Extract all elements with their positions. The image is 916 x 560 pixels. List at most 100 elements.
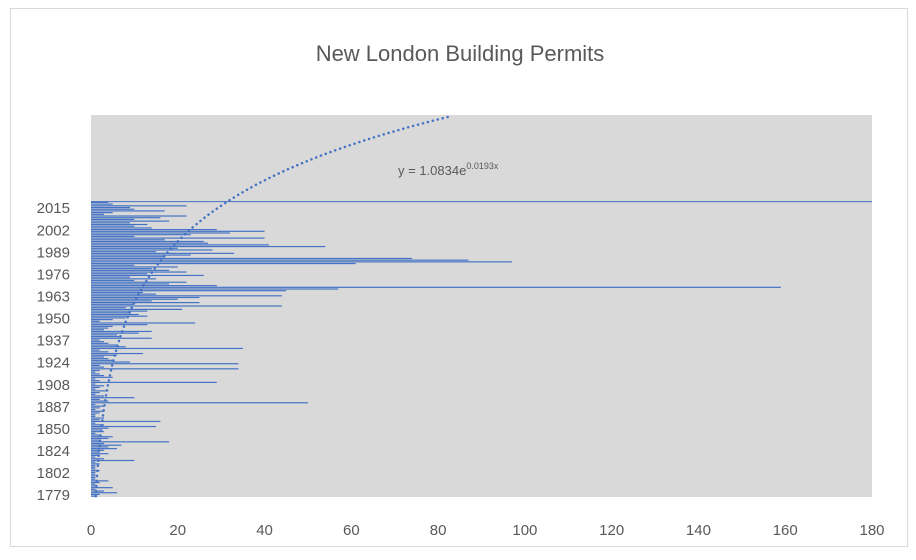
bar	[91, 256, 165, 258]
bar	[91, 290, 287, 292]
bar	[91, 285, 217, 287]
x-tick-label: 0	[87, 522, 95, 539]
bar	[91, 388, 96, 390]
bar	[91, 449, 105, 451]
bar	[91, 288, 339, 290]
bar	[91, 298, 178, 300]
bar	[91, 476, 96, 479]
bar	[91, 470, 100, 472]
bar	[91, 483, 96, 485]
bar	[91, 273, 148, 275]
bar	[91, 320, 100, 322]
bar	[91, 451, 100, 453]
bar	[91, 376, 113, 378]
bar	[91, 201, 109, 204]
bar	[91, 212, 113, 214]
bar	[91, 398, 100, 400]
bar	[91, 444, 122, 446]
bar	[91, 461, 96, 463]
bar	[91, 346, 126, 348]
bar	[91, 391, 100, 394]
bar	[91, 347, 243, 350]
bar	[91, 383, 96, 385]
bar	[91, 412, 100, 414]
bar	[91, 247, 178, 249]
bar	[91, 281, 187, 283]
bar	[91, 274, 204, 277]
bar	[91, 471, 96, 473]
bar	[91, 239, 165, 241]
bar	[91, 283, 170, 285]
bar	[91, 437, 109, 440]
bar	[91, 322, 196, 324]
bar	[91, 393, 96, 395]
bar	[91, 390, 109, 392]
y-tick-label: 1802	[37, 465, 70, 482]
bar	[91, 407, 100, 409]
bar	[91, 232, 230, 234]
y-tick-label: 1850	[37, 421, 70, 438]
bar	[91, 446, 109, 448]
bar	[91, 266, 178, 268]
bar	[91, 410, 105, 412]
x-tick-label: 60	[343, 522, 360, 539]
bar	[91, 262, 356, 265]
bar	[91, 408, 96, 411]
bar	[91, 203, 113, 205]
bar	[91, 261, 512, 263]
bar	[91, 442, 105, 445]
bar	[91, 436, 113, 438]
bar	[91, 366, 105, 368]
bar	[91, 361, 131, 363]
bar	[91, 417, 105, 419]
bar	[91, 495, 96, 497]
bar	[91, 352, 144, 355]
bar	[91, 488, 96, 490]
bar	[91, 257, 413, 260]
bar	[91, 242, 209, 244]
bar	[91, 468, 96, 470]
bar	[91, 293, 157, 295]
y-tick-label: 1950	[37, 311, 70, 328]
bar	[91, 254, 191, 256]
bar	[91, 268, 152, 270]
y-tick-label: 1824	[37, 443, 70, 460]
bar	[91, 215, 187, 217]
bar	[91, 485, 96, 487]
bar	[91, 230, 265, 232]
bar	[91, 210, 165, 212]
bar	[91, 349, 100, 351]
bar	[91, 456, 96, 458]
bar	[91, 208, 135, 210]
bar	[91, 403, 96, 406]
bar	[91, 234, 191, 236]
bar	[91, 213, 105, 215]
bar	[91, 279, 135, 282]
bar	[91, 478, 96, 480]
bar	[91, 415, 96, 417]
bar	[91, 422, 96, 424]
bar	[91, 296, 200, 299]
bar	[91, 245, 326, 248]
bar	[91, 493, 100, 496]
y-tick-label: 1924	[37, 355, 70, 372]
bar	[91, 429, 100, 431]
bar	[91, 300, 152, 302]
bar	[91, 317, 126, 319]
bar	[91, 295, 282, 297]
bar	[91, 458, 105, 460]
bar	[91, 453, 109, 455]
bar	[91, 386, 100, 389]
bar	[91, 358, 109, 360]
y-tick-label: 1976	[37, 266, 70, 283]
x-tick-label: 100	[512, 522, 537, 539]
trendline-label-base: y = 1.0834e	[398, 163, 466, 178]
bar	[91, 439, 100, 441]
bar	[91, 235, 135, 237]
bar	[91, 229, 217, 231]
chart-title: New London Building Permits	[316, 41, 605, 66]
bar	[91, 397, 135, 399]
bar	[91, 378, 96, 380]
bar	[91, 324, 148, 326]
bar	[91, 487, 113, 489]
